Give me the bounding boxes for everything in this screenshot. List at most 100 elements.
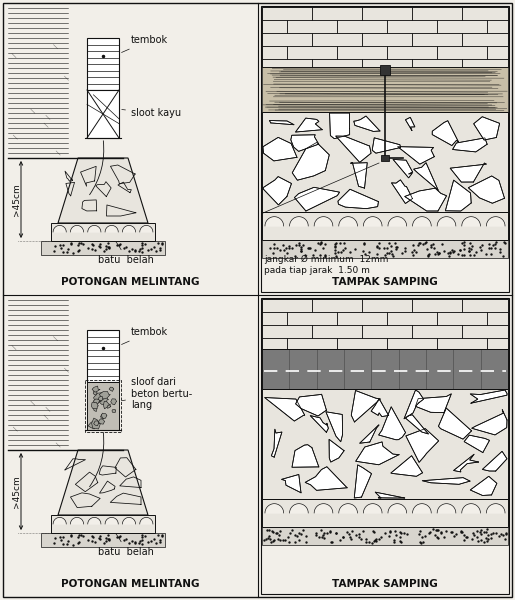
Bar	[287, 338, 337, 349]
Text: >45cm: >45cm	[11, 183, 21, 216]
Polygon shape	[359, 425, 379, 443]
Bar	[362, 299, 412, 312]
Bar	[412, 33, 462, 46]
Bar	[487, 312, 508, 325]
Bar	[412, 59, 462, 67]
Bar	[312, 325, 362, 338]
Polygon shape	[450, 163, 487, 182]
Polygon shape	[92, 418, 100, 429]
Polygon shape	[112, 409, 116, 413]
Bar	[387, 338, 437, 349]
Bar	[412, 325, 462, 338]
Bar	[337, 312, 387, 325]
Polygon shape	[486, 217, 505, 226]
Bar	[437, 312, 487, 325]
Polygon shape	[483, 451, 507, 471]
Polygon shape	[432, 121, 458, 146]
Text: batu  belah: batu belah	[98, 526, 154, 557]
Bar	[262, 312, 287, 325]
Text: tembok: tembok	[122, 327, 168, 344]
Text: POTONGAN MELINTANG: POTONGAN MELINTANG	[61, 579, 200, 589]
Text: tembok: tembok	[122, 35, 168, 52]
Polygon shape	[93, 391, 97, 395]
Polygon shape	[94, 406, 97, 412]
Bar	[287, 46, 337, 59]
Polygon shape	[265, 503, 284, 513]
Polygon shape	[351, 163, 367, 188]
Polygon shape	[263, 137, 297, 161]
Bar	[262, 112, 508, 212]
Polygon shape	[468, 176, 505, 203]
Bar	[337, 46, 387, 59]
Polygon shape	[314, 217, 333, 226]
Bar	[262, 389, 508, 499]
Polygon shape	[282, 475, 301, 493]
Polygon shape	[371, 398, 389, 416]
Polygon shape	[354, 465, 371, 498]
Polygon shape	[123, 517, 135, 524]
Polygon shape	[98, 419, 105, 424]
Bar	[262, 240, 508, 258]
Polygon shape	[289, 217, 308, 226]
Bar	[462, 325, 508, 338]
Bar	[261, 298, 509, 594]
Bar	[287, 20, 337, 33]
Polygon shape	[437, 217, 456, 226]
Polygon shape	[71, 517, 83, 524]
Polygon shape	[454, 454, 478, 472]
Polygon shape	[105, 226, 118, 232]
Polygon shape	[472, 410, 507, 435]
Polygon shape	[462, 503, 480, 513]
Bar	[262, 20, 287, 33]
Polygon shape	[269, 121, 294, 125]
Polygon shape	[372, 138, 401, 153]
Polygon shape	[296, 118, 322, 132]
Polygon shape	[329, 439, 344, 462]
Text: sloof dari
beton bertu-
lang: sloof dari beton bertu- lang	[122, 377, 192, 410]
Polygon shape	[263, 176, 291, 205]
Polygon shape	[375, 492, 405, 498]
Polygon shape	[291, 135, 319, 151]
Polygon shape	[88, 226, 101, 232]
Polygon shape	[453, 138, 487, 152]
Polygon shape	[462, 217, 480, 226]
Polygon shape	[391, 456, 422, 476]
Bar	[262, 7, 508, 67]
Polygon shape	[106, 404, 111, 409]
Bar	[262, 338, 287, 349]
Polygon shape	[405, 118, 415, 131]
Polygon shape	[388, 503, 407, 513]
Bar	[362, 33, 412, 46]
Polygon shape	[265, 398, 304, 421]
Polygon shape	[88, 517, 101, 524]
Bar	[312, 33, 362, 46]
Polygon shape	[393, 160, 413, 178]
Text: TAMPAK SAMPING: TAMPAK SAMPING	[332, 579, 438, 589]
Bar	[51, 223, 155, 241]
Bar	[487, 46, 508, 59]
Polygon shape	[351, 391, 381, 422]
Polygon shape	[289, 503, 308, 513]
Polygon shape	[486, 503, 505, 513]
Polygon shape	[470, 390, 507, 403]
Polygon shape	[391, 180, 413, 203]
Bar	[337, 20, 387, 33]
Bar	[262, 67, 508, 112]
Bar	[262, 46, 287, 59]
Bar	[262, 527, 508, 545]
Polygon shape	[88, 422, 97, 429]
Bar	[262, 7, 312, 20]
Polygon shape	[438, 408, 472, 439]
Polygon shape	[109, 387, 114, 391]
Polygon shape	[336, 136, 371, 163]
Polygon shape	[464, 435, 490, 452]
Bar	[287, 312, 337, 325]
Bar	[381, 155, 389, 161]
Polygon shape	[140, 517, 153, 524]
Polygon shape	[388, 217, 407, 226]
Bar	[262, 59, 312, 67]
Bar	[262, 33, 312, 46]
Bar	[312, 59, 362, 67]
Polygon shape	[53, 517, 66, 524]
Bar	[487, 20, 508, 33]
